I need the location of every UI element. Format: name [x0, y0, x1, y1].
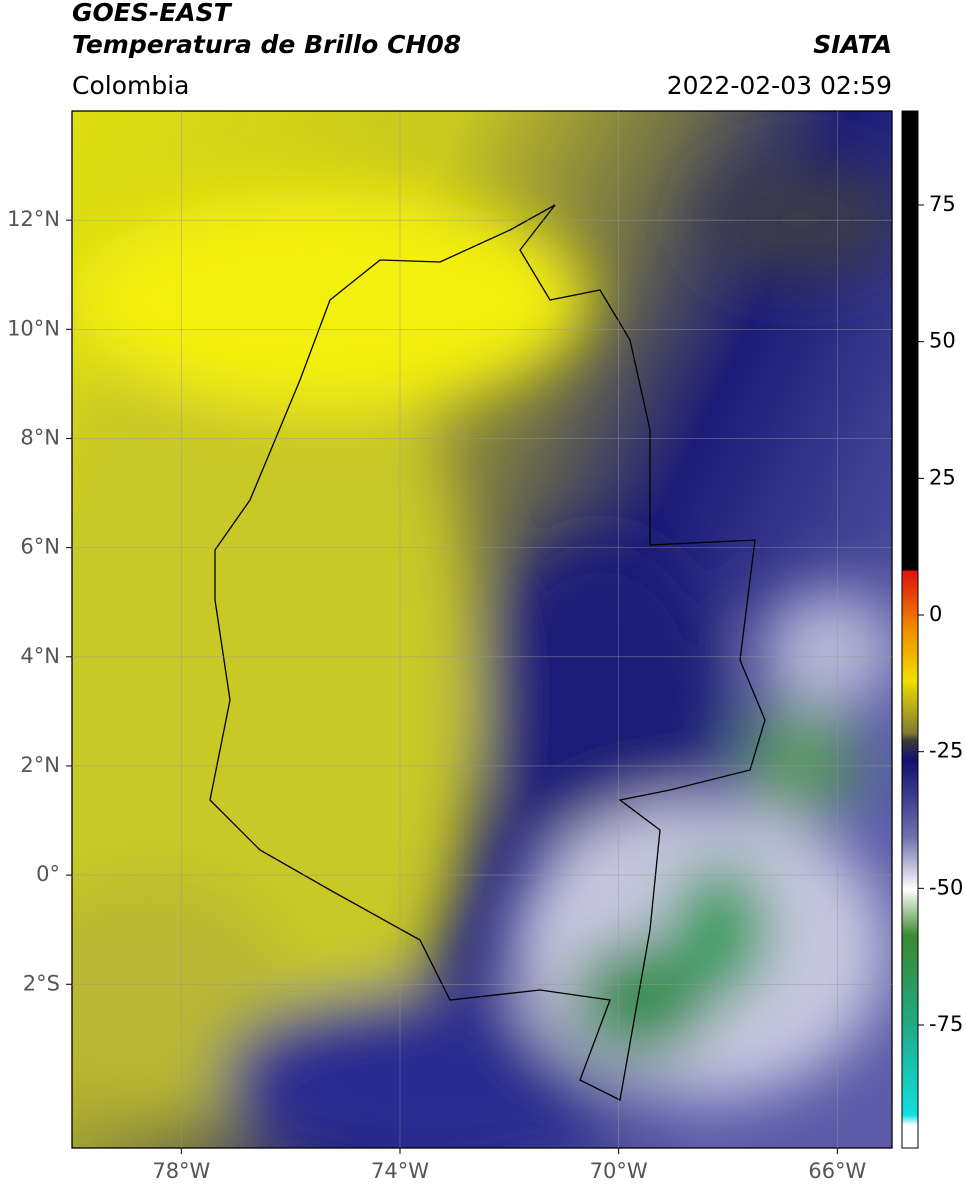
- y-tick-label: 2°S: [23, 971, 60, 995]
- x-tick-label: 74°W: [371, 1159, 429, 1183]
- colorbar-tick-label: 0: [929, 602, 942, 626]
- title: GOES-EAST: [72, 0, 233, 27]
- colorbar-tick-label: 50: [929, 329, 956, 353]
- satellite-image: [72, 111, 892, 1148]
- colorbar-tick-label: -25: [929, 739, 963, 763]
- x-tick-label: 78°W: [152, 1159, 210, 1183]
- subtitle: Temperatura de Brillo CH08: [72, 30, 461, 59]
- y-tick-label: 12°N: [7, 207, 60, 231]
- x-tick-label: 70°W: [590, 1159, 648, 1183]
- datetime: 2022-02-03 02:59: [667, 71, 892, 100]
- y-tick-label: 6°N: [20, 535, 60, 559]
- colorbar-tick-label: 75: [929, 192, 956, 216]
- colorbar-tick-label: -50: [929, 875, 963, 899]
- colorbar-tick-label: 25: [929, 465, 956, 489]
- y-tick-label: 0°: [36, 862, 60, 886]
- colorbar: [901, 110, 919, 1149]
- x-tick-label: 66°W: [808, 1159, 866, 1183]
- agency: SIATA: [813, 30, 892, 59]
- map-frame: [71, 110, 893, 1149]
- region: Colombia: [72, 71, 189, 100]
- y-tick-label: 4°N: [20, 644, 60, 668]
- y-tick-label: 10°N: [7, 316, 60, 340]
- y-tick-label: 8°N: [20, 425, 60, 449]
- y-tick-label: 2°N: [20, 753, 60, 777]
- colorbar-tick-label: -75: [929, 1012, 963, 1036]
